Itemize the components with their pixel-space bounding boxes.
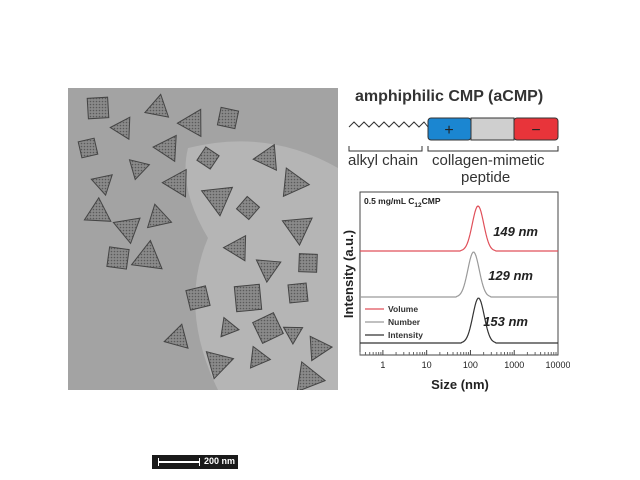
legend-label-intensity: Intensity xyxy=(388,330,423,340)
alkyl-chain-zigzag xyxy=(348,121,429,128)
x-tick-label: 10000 xyxy=(545,360,570,370)
peptide-label-line2: peptide xyxy=(461,169,511,186)
amphiphile-schematic: + − xyxy=(348,117,559,152)
y-axis-label: Intensity (a.u.) xyxy=(341,230,356,318)
plot-frame xyxy=(359,191,559,356)
anionic-block xyxy=(513,117,559,141)
x-tick-label: 100 xyxy=(463,360,478,370)
schematic-title: amphiphilic CMP (aCMP) xyxy=(355,88,544,105)
scale-bar: 200 nm xyxy=(152,455,238,469)
legend-label-number: Number xyxy=(388,317,421,327)
plus-sign: + xyxy=(444,122,453,139)
series-line-number xyxy=(360,251,558,298)
x-tick-label: 10 xyxy=(422,360,432,370)
x-tick-label: 1000 xyxy=(504,360,524,370)
legend-label-volume: Volume xyxy=(388,304,418,314)
tem-micrograph: 200 nm xyxy=(68,88,338,469)
series-line-intensity xyxy=(360,297,558,344)
alkyl-chain-label: alkyl chain xyxy=(348,152,419,169)
concentration-annotation: 0.5 mg/mL C12CMP xyxy=(364,196,441,209)
peptide-label-line1: collagen-mimetic xyxy=(432,152,545,169)
peak-label-intensity: 153 nm xyxy=(483,314,528,329)
series-line-volume xyxy=(360,205,558,252)
scale-bar-label: 200 nm xyxy=(204,456,236,466)
x-axis-label: Size (nm) xyxy=(431,377,489,392)
peak-label-volume: 149 nm xyxy=(493,224,538,239)
alkyl-bracket xyxy=(348,146,423,152)
tem-particles-image xyxy=(68,88,338,393)
minus-sign: − xyxy=(531,122,540,139)
neutral-block xyxy=(470,117,515,141)
x-tick-label: 1 xyxy=(380,360,385,370)
peak-label-number: 129 nm xyxy=(488,268,533,283)
scale-bar-line xyxy=(158,458,200,466)
dls-chart: 0.5 mg/mL C12CMP 149 nm Volume 129 nm Numbe… xyxy=(341,191,570,392)
peptide-bracket xyxy=(427,146,559,152)
